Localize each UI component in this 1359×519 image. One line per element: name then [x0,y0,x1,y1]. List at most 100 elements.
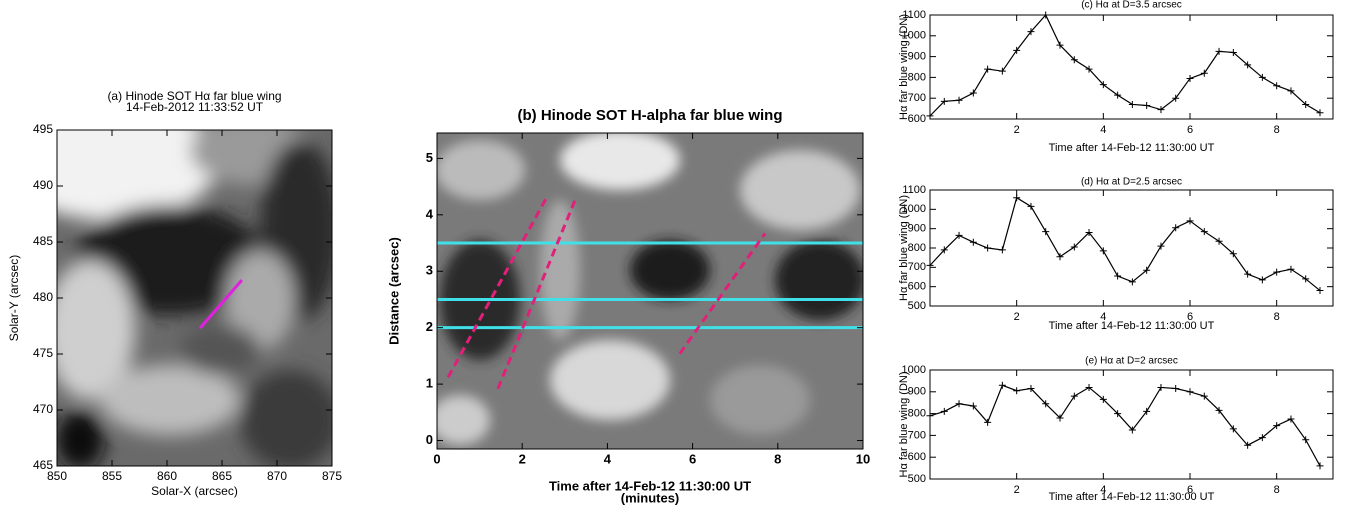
x-tick-label: 860 [157,469,177,483]
y-tick-label: 495 [33,122,53,136]
x-tick-label: 0 [433,451,440,466]
plus-marker [1143,101,1151,109]
x-axis-label: Solar-X (arcsec) [151,484,238,498]
y-tick-label: 0 [426,432,433,447]
y-tick-label: 900 [908,223,926,235]
plus-marker [1172,94,1180,102]
plus-marker [1258,434,1266,442]
y-axis-label: Hα far blue wing (DN) [898,195,910,301]
plus-marker [969,89,977,97]
x-axis-label: Time after 14-Feb-12 11:30:00 UT [1049,142,1215,154]
plus-marker [1027,385,1035,393]
panel-title: (d) Hα at D=2.5 arcsec [1081,177,1182,188]
x-tick-label: 2 [1014,484,1020,496]
x-axis-label: Time after 14-Feb-12 11:30:00 UT [1049,320,1215,332]
plus-marker [1186,217,1194,225]
plus-marker [984,65,992,73]
plus-marker [955,231,963,239]
plus-marker [1056,41,1064,49]
y-axis-label: Distance (arcsec) [386,237,401,345]
plus-marker [1186,388,1194,396]
y-tick-label: 900 [908,386,926,398]
plus-marker [1273,422,1281,430]
y-tick-label: 3 [426,263,433,278]
plus-marker [1013,46,1021,54]
y-tick-label: 465 [33,458,53,472]
x-tick-label: 6 [689,451,696,466]
plus-marker [998,67,1006,75]
y-tick-label: 800 [908,242,926,254]
x-tick-label: 2 [1014,124,1020,136]
plus-marker [1085,229,1093,237]
plus-marker [1157,106,1165,114]
panel-title: (b) Hinode SOT H-alpha far blue wing [518,107,783,124]
plus-marker [1027,202,1035,210]
plus-marker [1215,47,1223,55]
panel-title: (a) Hinode SOT Hα far blue wing [107,89,281,103]
plus-marker [1099,81,1107,89]
plus-marker [984,244,992,252]
y-tick-label: 700 [908,429,926,441]
plus-marker [1085,65,1093,73]
plus-marker [1186,74,1194,82]
plus-marker [1229,425,1237,433]
plus-marker [1244,270,1252,278]
y-tick-label: 480 [33,290,53,304]
plus-marker [1056,414,1064,422]
plus-marker [1200,392,1208,400]
y-tick-label: 1100 [902,9,926,21]
plus-marker [1042,400,1050,408]
plus-marker [984,418,992,426]
x-tick-label: 6 [1187,484,1193,496]
y-tick-label: 5 [426,150,433,165]
plus-marker [1229,250,1237,258]
slit-line [678,232,767,355]
solar-image [57,130,332,466]
plus-marker [1258,276,1266,284]
y-tick-label: 600 [908,451,926,463]
y-tick-label: 1100 [902,184,926,196]
plus-marker [1070,56,1078,64]
plus-marker [955,96,963,104]
plus-marker [998,381,1006,389]
plus-marker [1172,385,1180,393]
y-tick-label: 1000 [902,203,926,215]
plus-marker [1114,272,1122,280]
x-tick-label: 2 [519,451,526,466]
plus-marker [1244,61,1252,69]
y-tick-label: 700 [908,92,926,104]
x-tick-label: 865 [212,469,232,483]
plus-marker [1273,268,1281,276]
y-tick-label: 600 [908,281,926,293]
plus-marker [940,246,948,254]
x-axis-label: (minutes) [621,490,680,505]
x-tick-label: 8 [1274,124,1280,136]
plus-marker [1258,73,1266,81]
x-axis-label: Time after 14-Feb-12 11:30:00 UT [1049,491,1215,503]
y-tick-label: 800 [908,408,926,420]
plus-marker [1200,228,1208,236]
plus-marker [1229,48,1237,56]
y-axis-label: Hα far blue wing (DN) [898,372,910,478]
y-tick-label: 470 [33,402,53,416]
plus-marker [1042,228,1050,236]
x-tick-label: 6 [1187,311,1193,323]
plus-marker [1172,224,1180,232]
plus-marker [955,400,963,408]
plus-marker [1143,266,1151,274]
y-tick-label: 500 [908,473,926,485]
y-tick-label: 2 [426,319,433,334]
plus-marker [1316,109,1324,117]
y-tick-label: 600 [908,113,926,125]
plus-marker [1302,275,1310,283]
plus-marker [1157,242,1165,250]
x-tick-label: 4 [1100,484,1106,496]
x-tick-label: 875 [322,469,342,483]
plus-marker [1200,69,1208,77]
plus-marker [1099,247,1107,255]
plus-marker [940,407,948,415]
x-tick-label: 8 [774,451,781,466]
plus-marker [1157,383,1165,391]
plus-marker [1215,406,1223,414]
